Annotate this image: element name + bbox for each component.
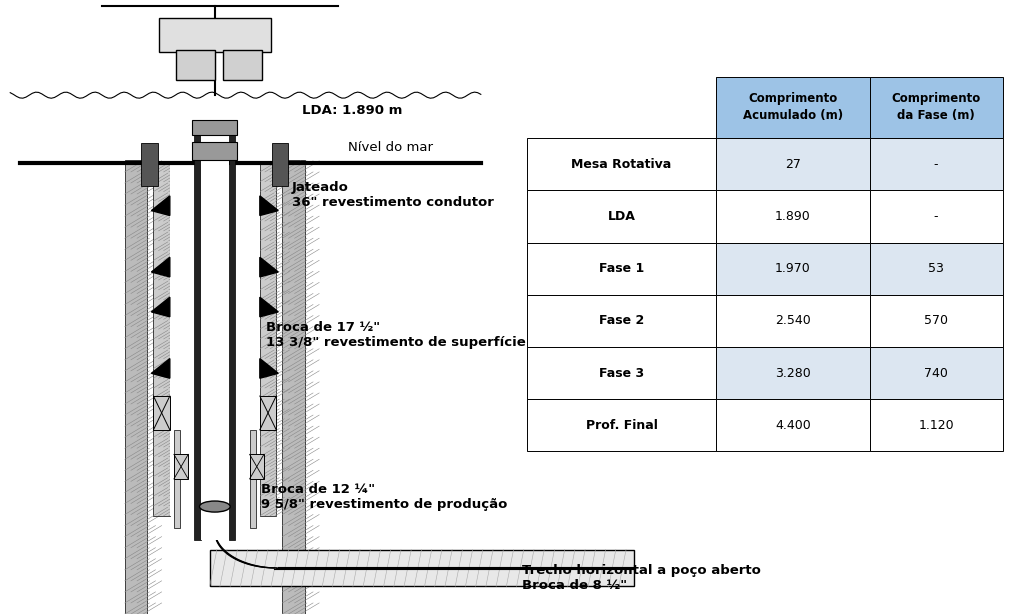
- Text: Comprimento
da Fase (m): Comprimento da Fase (m): [891, 93, 981, 122]
- Bar: [870, 295, 1003, 347]
- Bar: [870, 77, 1003, 138]
- Bar: [174, 454, 188, 479]
- Bar: [153, 163, 170, 516]
- Bar: [716, 243, 870, 295]
- Bar: [527, 243, 716, 295]
- Bar: [716, 347, 870, 399]
- Text: Fase 3: Fase 3: [598, 367, 644, 379]
- Polygon shape: [151, 196, 170, 216]
- Text: -: -: [934, 210, 938, 223]
- Bar: [260, 163, 276, 516]
- Bar: [250, 454, 264, 479]
- Bar: [194, 120, 201, 540]
- Ellipse shape: [199, 501, 230, 512]
- Bar: [223, 50, 262, 80]
- Bar: [176, 50, 215, 80]
- Bar: [272, 143, 288, 186]
- Bar: [229, 120, 235, 540]
- Bar: [192, 142, 237, 160]
- Bar: [527, 295, 716, 347]
- Bar: [527, 347, 716, 399]
- Bar: [870, 243, 1003, 295]
- Bar: [870, 190, 1003, 243]
- Bar: [192, 120, 237, 135]
- Text: 570: 570: [924, 314, 948, 327]
- Bar: [174, 430, 180, 528]
- Bar: [141, 143, 158, 186]
- Bar: [716, 190, 870, 243]
- Polygon shape: [260, 297, 278, 317]
- Bar: [716, 399, 870, 451]
- Bar: [153, 396, 170, 430]
- Bar: [870, 399, 1003, 451]
- Polygon shape: [260, 257, 278, 277]
- Text: 1.970: 1.970: [775, 262, 810, 275]
- Polygon shape: [151, 359, 170, 378]
- Bar: [282, 160, 305, 614]
- Text: LDA: LDA: [608, 210, 635, 223]
- Text: Broca de 17 ½"
13 3/8" revestimento de superfície: Broca de 17 ½" 13 3/8" revestimento de s…: [266, 321, 526, 349]
- Text: 1.890: 1.890: [775, 210, 810, 223]
- Text: 53: 53: [928, 262, 944, 275]
- Bar: [125, 160, 147, 614]
- Bar: [716, 77, 870, 138]
- Text: Jateado
36" revestimento condutor: Jateado 36" revestimento condutor: [292, 181, 493, 209]
- Text: 1.120: 1.120: [919, 419, 953, 432]
- Text: Comprimento
Acumulado (m): Comprimento Acumulado (m): [743, 93, 843, 122]
- Text: 4.400: 4.400: [775, 419, 810, 432]
- Text: LDA: 1.890 m: LDA: 1.890 m: [302, 104, 402, 117]
- Text: 3.280: 3.280: [775, 367, 810, 379]
- Bar: [527, 138, 716, 190]
- Text: -: -: [934, 158, 938, 171]
- Bar: [250, 430, 256, 528]
- Bar: [716, 138, 870, 190]
- Text: Broca de 12 ¼"
9 5/8" revestimento de produção: Broca de 12 ¼" 9 5/8" revestimento de pr…: [261, 483, 507, 511]
- Text: Prof. Final: Prof. Final: [585, 419, 658, 432]
- Bar: [260, 396, 276, 430]
- Polygon shape: [260, 196, 278, 216]
- Text: 2.540: 2.540: [775, 314, 810, 327]
- Bar: [527, 399, 716, 451]
- Polygon shape: [260, 359, 278, 378]
- Text: Fase 1: Fase 1: [598, 262, 644, 275]
- Polygon shape: [151, 297, 170, 317]
- Bar: [870, 347, 1003, 399]
- Text: 27: 27: [785, 158, 801, 171]
- Bar: [170, 163, 260, 516]
- Bar: [201, 120, 229, 540]
- Text: Fase 2: Fase 2: [598, 314, 644, 327]
- Polygon shape: [151, 257, 170, 277]
- Text: Nível do mar: Nível do mar: [348, 141, 433, 154]
- Bar: [527, 190, 716, 243]
- Bar: [159, 18, 271, 52]
- Bar: [716, 295, 870, 347]
- Text: Mesa Rotativa: Mesa Rotativa: [572, 158, 671, 171]
- Bar: [210, 550, 634, 586]
- Bar: [870, 138, 1003, 190]
- Text: Trecho horizontal a poço aberto
Broca de 8 ½": Trecho horizontal a poço aberto Broca de…: [522, 564, 761, 593]
- Text: 740: 740: [924, 367, 948, 379]
